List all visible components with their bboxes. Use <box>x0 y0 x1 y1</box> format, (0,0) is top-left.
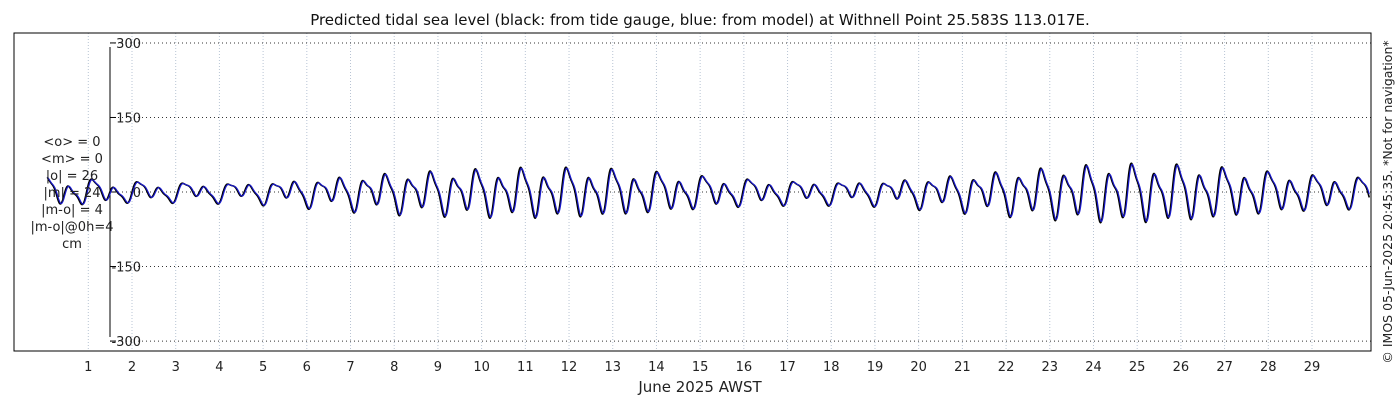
stat-line: <o> = 0 <box>43 135 100 150</box>
y-tick-label: -300 <box>111 335 141 350</box>
x-tick-label: 10 <box>473 360 490 375</box>
stat-line: |m-o|@0h=4 <box>31 220 114 235</box>
y-tick-label: 150 <box>116 111 141 126</box>
x-tick-label: 28 <box>1260 360 1277 375</box>
x-tick-label: 6 <box>303 360 311 375</box>
x-tick-label: 16 <box>736 360 753 375</box>
x-tick-label: 25 <box>1129 360 1146 375</box>
stat-line: |m| = 24 <box>43 186 100 201</box>
stat-line: |o| = 26 <box>46 169 98 184</box>
plot-frame <box>13 32 1372 352</box>
observed-series-line <box>46 162 1371 224</box>
horizontal-gridlines <box>110 42 1371 342</box>
stat-line: |m-o| = 4 <box>41 203 103 218</box>
x-tick-label: 22 <box>998 360 1015 375</box>
x-tick-label: 14 <box>648 360 665 375</box>
x-tick-label: 24 <box>1085 360 1102 375</box>
x-tick-label: 4 <box>215 360 223 375</box>
stats-block: <o> = 0 <m> = 0 |o| = 26 |m| = 24 |m-o| = 4 |… <box>31 135 114 252</box>
x-tick-label: 20 <box>910 360 927 375</box>
x-tick-label: 19 <box>867 360 884 375</box>
x-tick-label: 18 <box>823 360 840 375</box>
x-tick-label: 15 <box>692 360 709 375</box>
stat-line: cm <box>62 237 82 252</box>
x-tick-label: 27 <box>1216 360 1233 375</box>
x-tick-label: 23 <box>1042 360 1059 375</box>
x-tick-label: 5 <box>259 360 267 375</box>
x-tick-label: 12 <box>561 360 578 375</box>
stat-line: <m> = 0 <box>41 152 103 167</box>
x-axis-label: June 2025 AWST <box>637 378 762 396</box>
x-tick-label: 7 <box>346 360 354 375</box>
x-tick-label: 17 <box>779 360 796 375</box>
x-tick-label: 3 <box>172 360 180 375</box>
x-tick-label: 29 <box>1304 360 1321 375</box>
y-tick-label: -150 <box>111 261 141 276</box>
x-axis-ticks: 1 2 3 4 5 6 7 8 9 10 11 12 13 14 15 16 17 18 19 20 21 22 23 24 2… <box>84 360 1320 375</box>
x-tick-label: 2 <box>128 360 136 375</box>
model-series-line <box>46 163 1370 223</box>
copyright-note: © IMOS 05-Jun-2025 20:45:35. *Not for na… <box>1380 40 1395 363</box>
chart-title: Predicted tidal sea level (black: from t… <box>310 11 1090 29</box>
y-tick-label: 0 <box>133 186 141 201</box>
x-tick-label: 13 <box>604 360 621 375</box>
x-tick-label: 1 <box>84 360 92 375</box>
series-group <box>46 162 1371 224</box>
x-tick-label: 9 <box>434 360 442 375</box>
x-tick-label: 11 <box>517 360 534 375</box>
x-tick-label: 21 <box>954 360 971 375</box>
x-tick-label: 8 <box>390 360 398 375</box>
vertical-gridlines <box>87 33 1313 351</box>
y-axis-ticks: 300 150 0 -150 -300 <box>110 37 141 350</box>
x-tick-label: 26 <box>1173 360 1190 375</box>
y-tick-label: 300 <box>116 37 141 52</box>
